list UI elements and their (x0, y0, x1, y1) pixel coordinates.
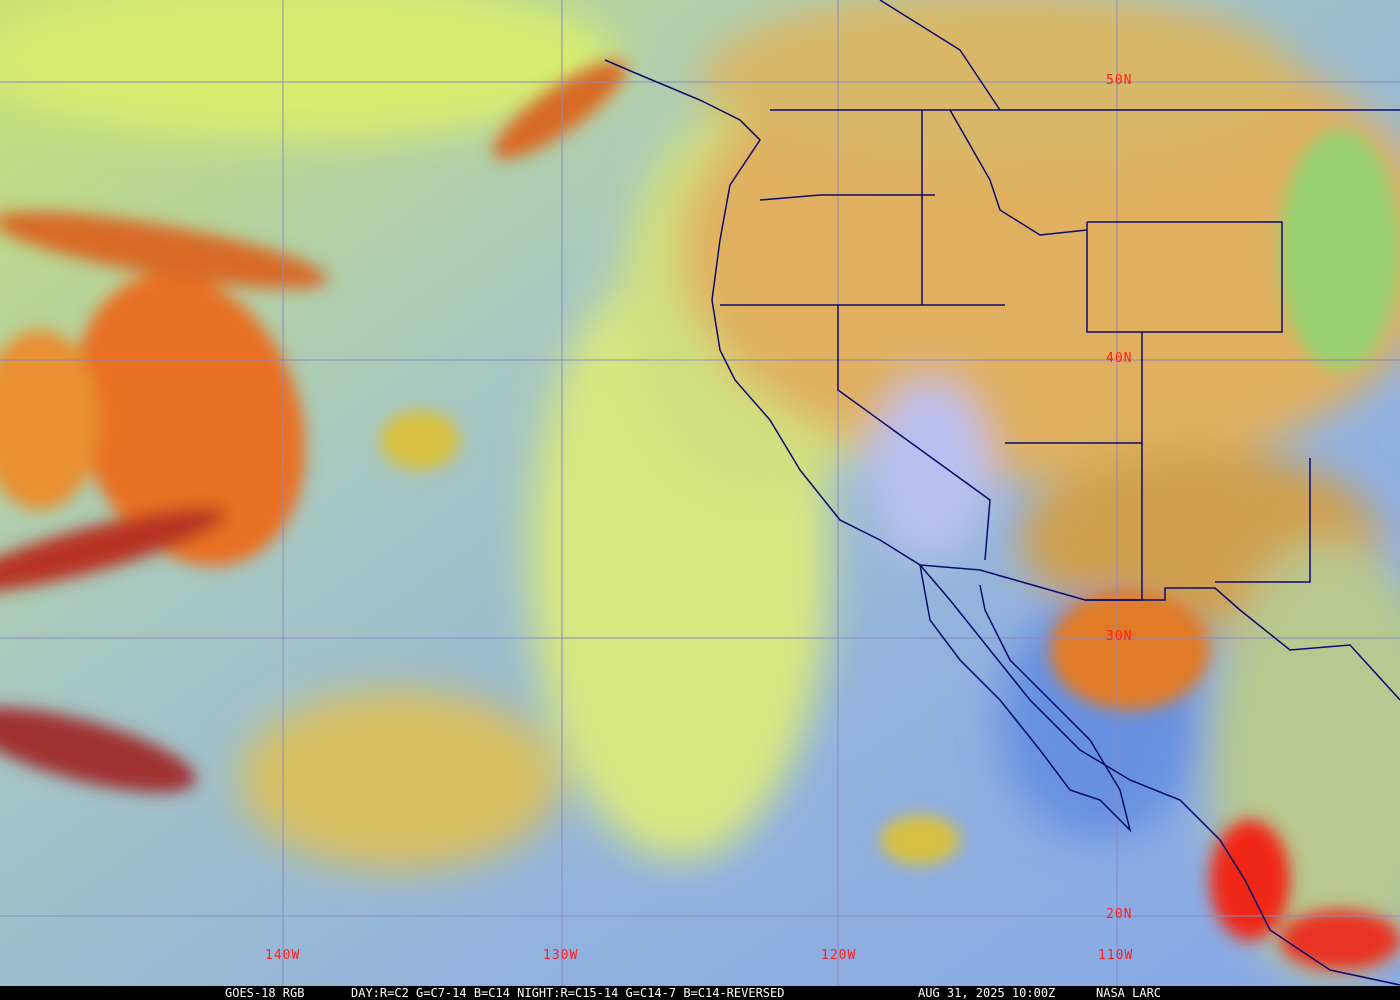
political-borders (604, 0, 1400, 986)
latitude-label-30n: 30N (1106, 629, 1133, 644)
california-nevada-border (837, 305, 991, 561)
latitude-label-20n: 20N (1106, 907, 1133, 922)
longitude-label-130w: 130W (543, 948, 579, 963)
latitude-label-40n: 40N (1106, 351, 1133, 366)
baja-coastline (919, 564, 1132, 833)
product-description: DAY:R=C2 G=C7-14 B=C14 NIGHT:R=C15-14 G=… (351, 986, 785, 1000)
high-cloud-bands (0, 60, 1400, 970)
satellite-name: GOES-18 RGB (225, 986, 305, 1000)
texas-border (1215, 458, 1311, 583)
image-caption-bar: GOES-18 RGB DAY:R=C2 G=C7-14 B=C14 NIGHT… (0, 986, 1400, 1000)
timestamp: AUG 31, 2025 10:00Z (918, 986, 1056, 1000)
longitude-label-140w: 140W (265, 948, 301, 963)
coastline (604, 59, 1400, 986)
latitude-label-50n: 50N (1106, 73, 1133, 88)
us-mexico-border (1085, 587, 1400, 701)
washington-oregon-border (759, 194, 935, 201)
longitude-label-120w: 120W (821, 948, 857, 963)
credit: NASA LARC (1096, 986, 1162, 1000)
longitude-label-110w: 110W (1098, 948, 1134, 963)
canadian-province-border (879, 0, 1001, 111)
montana-idaho-border (949, 109, 1088, 236)
wyoming-border (1086, 221, 1283, 333)
